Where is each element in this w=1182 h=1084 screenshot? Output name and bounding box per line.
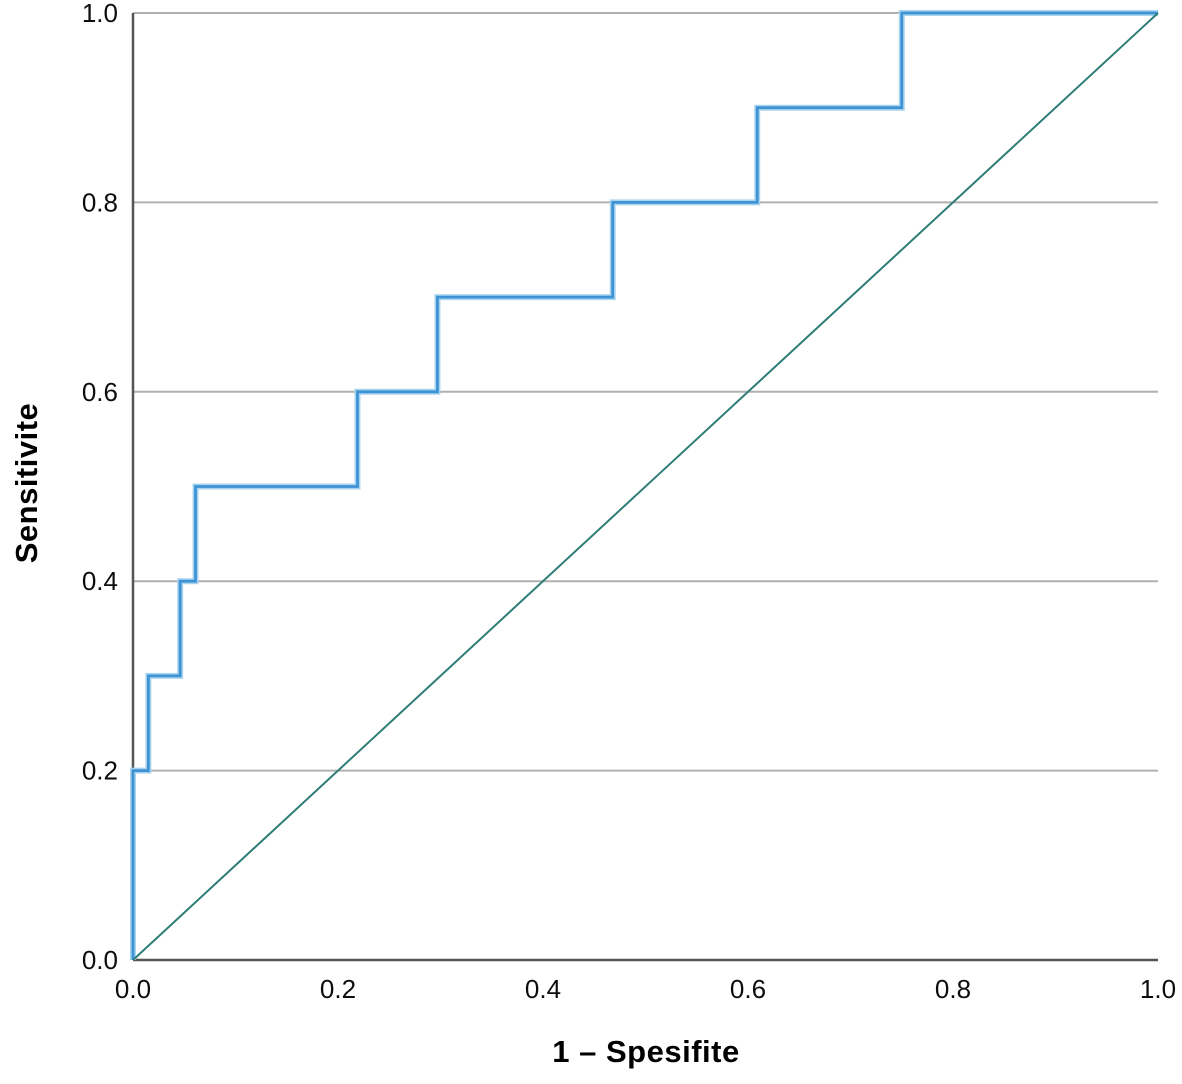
x-tick-label: 0.2 <box>320 974 356 1004</box>
y-tick-label: 0.4 <box>82 566 118 596</box>
x-tick-label: 0.6 <box>730 974 766 1004</box>
x-axis-title: 1 – Spesifite <box>552 1034 740 1069</box>
y-tick-label: 1.0 <box>82 0 118 28</box>
x-tick-label: 0.4 <box>525 974 561 1004</box>
roc-curve-line <box>131 11 1158 960</box>
x-tick-label: 0.8 <box>935 974 971 1004</box>
y-tick-label: 0.8 <box>82 187 118 217</box>
reference-line <box>132 12 1159 961</box>
x-tick-label: 1.0 <box>1140 974 1176 1004</box>
y-tick-label: 0.6 <box>82 377 118 407</box>
y-tick-label: 0.2 <box>82 756 118 786</box>
y-tick-label: 0.0 <box>82 945 118 975</box>
x-tick-label: 0.0 <box>115 974 151 1004</box>
